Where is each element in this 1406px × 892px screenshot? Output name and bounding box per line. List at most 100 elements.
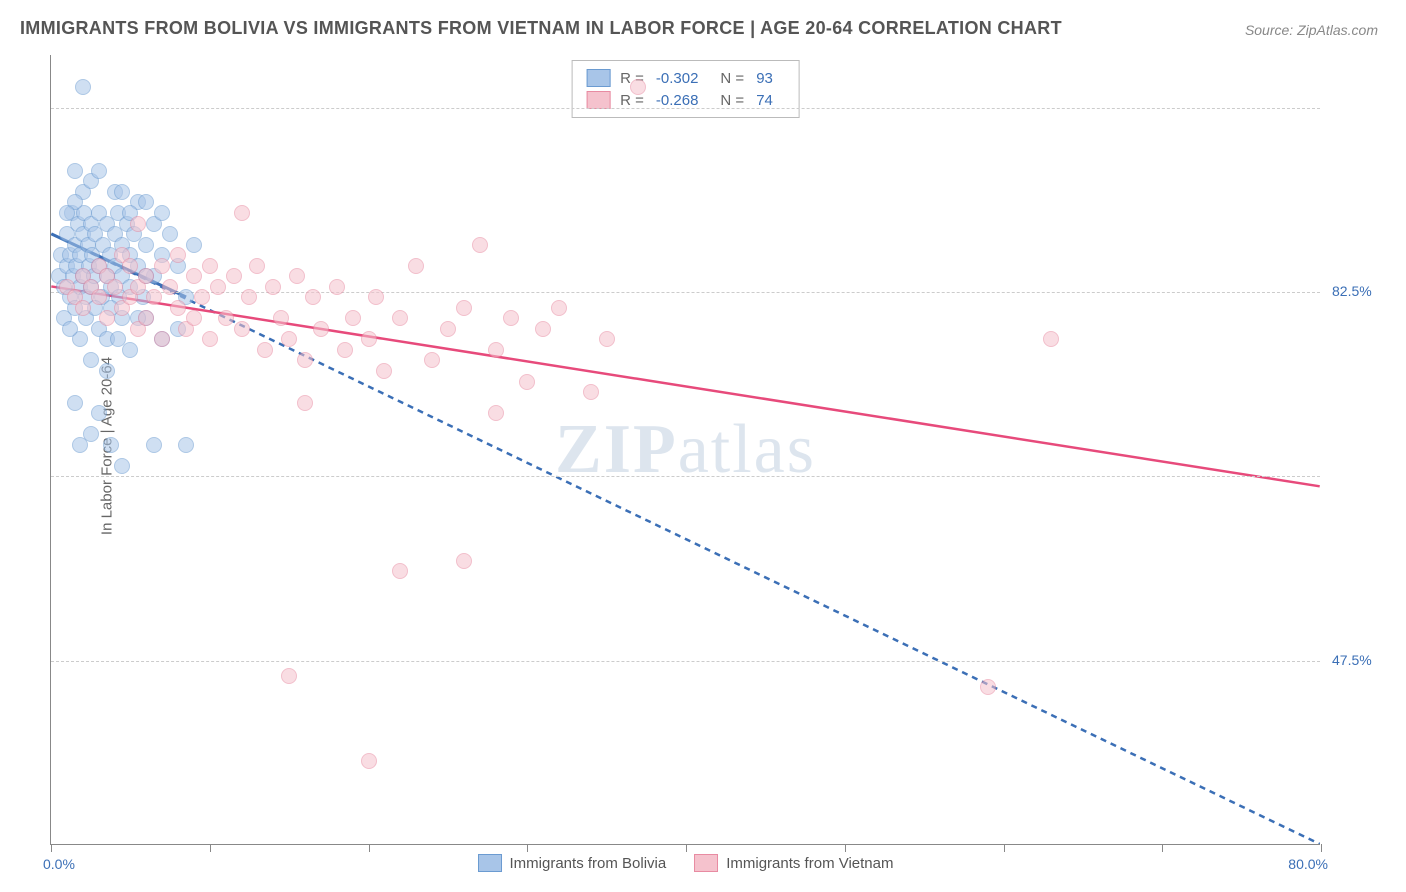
scatter-point: [289, 268, 305, 284]
scatter-point: [456, 553, 472, 569]
gridline: [51, 661, 1320, 662]
scatter-point: [218, 310, 234, 326]
scatter-point: [281, 668, 297, 684]
scatter-point: [170, 300, 186, 316]
scatter-point: [472, 237, 488, 253]
x-tick: [1162, 844, 1163, 852]
scatter-point: [114, 458, 130, 474]
scatter-point: [154, 258, 170, 274]
scatter-point: [297, 352, 313, 368]
scatter-point: [297, 395, 313, 411]
plot-area: ZIPatlas R = -0.302N = 93R = -0.268N = 7…: [50, 55, 1320, 845]
x-tick: [527, 844, 528, 852]
scatter-point: [249, 258, 265, 274]
stat-n-value: 93: [756, 70, 773, 87]
scatter-point: [337, 342, 353, 358]
scatter-point: [488, 342, 504, 358]
scatter-point: [91, 289, 107, 305]
series-legend: Immigrants from Bolivia Immigrants from V…: [478, 854, 894, 872]
scatter-point: [368, 289, 384, 305]
chart-title: IMMIGRANTS FROM BOLIVIA VS IMMIGRANTS FR…: [20, 18, 1062, 39]
series-legend-item: Immigrants from Bolivia: [478, 854, 667, 872]
x-tick: [845, 844, 846, 852]
gridline: [51, 476, 1320, 477]
stat-n-label: N =: [720, 70, 744, 87]
x-axis-min-label: 0.0%: [43, 856, 75, 872]
series-name: Immigrants from Vietnam: [726, 855, 893, 872]
scatter-point: [72, 437, 88, 453]
scatter-point: [361, 753, 377, 769]
scatter-point: [273, 310, 289, 326]
watermark: ZIPatlas: [555, 410, 816, 490]
x-tick: [1321, 844, 1322, 852]
scatter-point: [138, 310, 154, 326]
scatter-point: [376, 363, 392, 379]
stats-legend: R = -0.302N = 93R = -0.268N = 74: [571, 60, 800, 118]
scatter-point: [210, 279, 226, 295]
scatter-point: [91, 163, 107, 179]
scatter-point: [99, 310, 115, 326]
scatter-point: [107, 279, 123, 295]
scatter-point: [980, 679, 996, 695]
scatter-point: [408, 258, 424, 274]
scatter-point: [488, 405, 504, 421]
y-tick-label: 82.5%: [1332, 283, 1392, 299]
stat-r-value: -0.302: [656, 70, 699, 87]
scatter-point: [59, 205, 75, 221]
scatter-point: [241, 289, 257, 305]
x-axis-max-label: 80.0%: [1288, 856, 1328, 872]
scatter-point: [83, 352, 99, 368]
scatter-point: [162, 226, 178, 242]
scatter-point: [146, 437, 162, 453]
scatter-point: [138, 237, 154, 253]
legend-swatch: [478, 854, 502, 872]
scatter-point: [186, 268, 202, 284]
scatter-point: [392, 310, 408, 326]
scatter-point: [146, 289, 162, 305]
scatter-point: [551, 300, 567, 316]
scatter-point: [99, 363, 115, 379]
scatter-point: [345, 310, 361, 326]
x-tick: [210, 844, 211, 852]
gridline: [51, 108, 1320, 109]
scatter-point: [535, 321, 551, 337]
x-tick: [686, 844, 687, 852]
scatter-point: [503, 310, 519, 326]
scatter-point: [630, 79, 646, 95]
scatter-point: [424, 352, 440, 368]
scatter-point: [170, 247, 186, 263]
scatter-point: [583, 384, 599, 400]
scatter-point: [194, 289, 210, 305]
scatter-point: [67, 395, 83, 411]
scatter-point: [234, 321, 250, 337]
scatter-point: [456, 300, 472, 316]
scatter-point: [138, 268, 154, 284]
chart-svg: [51, 55, 1320, 844]
stat-n-value: 74: [756, 92, 773, 109]
y-tick-label: 47.5%: [1332, 652, 1392, 668]
scatter-point: [265, 279, 281, 295]
legend-swatch: [586, 69, 610, 87]
stat-r-value: -0.268: [656, 92, 699, 109]
scatter-point: [519, 374, 535, 390]
scatter-point: [138, 194, 154, 210]
scatter-point: [257, 342, 273, 358]
scatter-point: [599, 331, 615, 347]
scatter-point: [67, 163, 83, 179]
scatter-point: [154, 205, 170, 221]
scatter-point: [186, 310, 202, 326]
scatter-point: [1043, 331, 1059, 347]
legend-swatch: [694, 854, 718, 872]
scatter-point: [178, 437, 194, 453]
scatter-point: [122, 258, 138, 274]
scatter-point: [202, 331, 218, 347]
scatter-point: [202, 258, 218, 274]
scatter-point: [329, 279, 345, 295]
scatter-point: [162, 279, 178, 295]
scatter-point: [313, 321, 329, 337]
scatter-point: [91, 405, 107, 421]
scatter-point: [154, 331, 170, 347]
series-name: Immigrants from Bolivia: [510, 855, 667, 872]
scatter-point: [114, 184, 130, 200]
scatter-point: [103, 437, 119, 453]
